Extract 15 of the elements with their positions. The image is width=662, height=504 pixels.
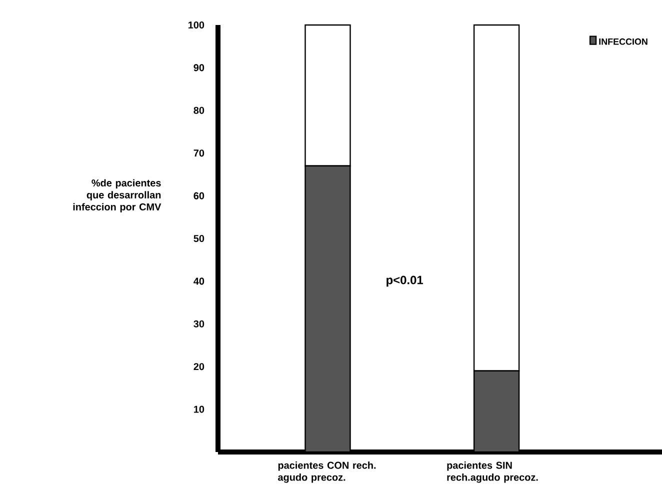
x-tick-label: pacientes CON rech. agudo precoz. (278, 462, 376, 483)
y-tick-label: 80 (194, 106, 204, 114)
y-axis-title: %de pacientes que desarrollan infeccion por CMV (73, 179, 162, 212)
y-tick-label: 70 (194, 150, 204, 157)
y-tick-label: 30 (194, 320, 204, 328)
y-tick-label: 90 (194, 64, 204, 72)
y-tick-label: 40 (194, 278, 204, 285)
y-tick-label: 10 (194, 406, 204, 413)
legend-label: INFECCION (599, 38, 648, 45)
y-tick-label: 50 (194, 234, 204, 242)
annotation: p<0.01 (386, 276, 424, 287)
x-tick-label: pacientes SIN rech.agudo precoz. (447, 462, 538, 483)
y-tick-label: 100 (188, 21, 204, 29)
y-tick-label: 60 (194, 192, 204, 200)
y-tick-label: 20 (194, 363, 204, 370)
